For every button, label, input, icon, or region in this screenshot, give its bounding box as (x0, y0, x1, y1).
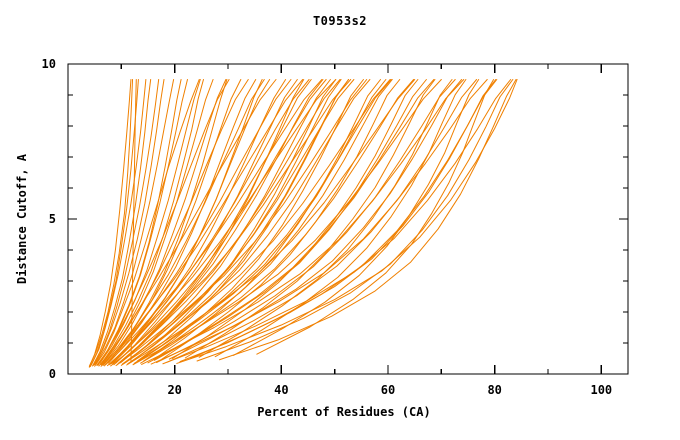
y-tick-label: 10 (42, 57, 56, 71)
data-curve (133, 79, 392, 364)
data-curve (256, 79, 495, 355)
data-curve (166, 79, 478, 363)
page-title: T0953s2 (312, 14, 368, 28)
data-curve (143, 79, 393, 362)
data-curve (116, 79, 341, 366)
data-curve (89, 79, 139, 368)
data-curve (232, 79, 480, 356)
y-tick-label: 0 (49, 367, 56, 381)
data-curve (156, 79, 456, 364)
data-curve (108, 79, 257, 364)
plot-frame (67, 63, 629, 375)
data-curve (126, 79, 416, 366)
axis-tick-labels: 20 40 60 80 100 0 5 10 (42, 57, 613, 397)
data-curve (130, 79, 350, 363)
data-curve (103, 79, 323, 367)
data-curve (97, 79, 182, 366)
data-curve (98, 79, 277, 367)
data-curve (190, 79, 497, 359)
data-curve (147, 79, 435, 364)
data-curve (218, 79, 517, 361)
data-curve (110, 79, 271, 365)
data-curve (168, 79, 463, 360)
data-curve (103, 79, 227, 364)
data-curve (153, 79, 427, 361)
data-curve (94, 79, 165, 366)
data-curve (106, 79, 337, 367)
data-curve (110, 79, 352, 367)
data-curve (95, 79, 175, 365)
data-curve (162, 79, 512, 365)
data-curve (109, 79, 310, 366)
data-curve (198, 79, 453, 358)
data-curve (100, 79, 204, 365)
x-tick-label: 20 (167, 383, 181, 397)
data-curve (92, 79, 152, 367)
y-axis-label: Distance Cutoff, A (15, 153, 29, 284)
data-curve (99, 79, 201, 364)
data-curve (127, 79, 371, 365)
x-tick-label: 40 (274, 383, 288, 397)
data-curve (132, 79, 442, 366)
y-tick-label: 5 (49, 212, 56, 226)
x-tick-label: 60 (381, 383, 395, 397)
data-curve (88, 79, 134, 367)
x-axis-label: Percent of Residues (CA) (257, 405, 430, 419)
data-curve (172, 79, 419, 359)
data-curve (102, 79, 265, 366)
data-curve (111, 79, 263, 364)
data-curve (141, 79, 465, 365)
data-curve (94, 79, 200, 367)
data-curve (88, 79, 132, 368)
axis-ticks (68, 63, 628, 375)
x-tick-label: 80 (487, 383, 501, 397)
x-tick-label: 100 (590, 383, 612, 397)
data-curve (117, 79, 312, 364)
data-curve (196, 79, 514, 362)
data-curve (125, 79, 342, 364)
data-curve (176, 79, 518, 364)
data-curve (119, 79, 305, 364)
data-curve (93, 79, 160, 366)
data-curve (104, 79, 228, 366)
data-curve (137, 79, 387, 363)
data-curves-group (88, 79, 518, 368)
